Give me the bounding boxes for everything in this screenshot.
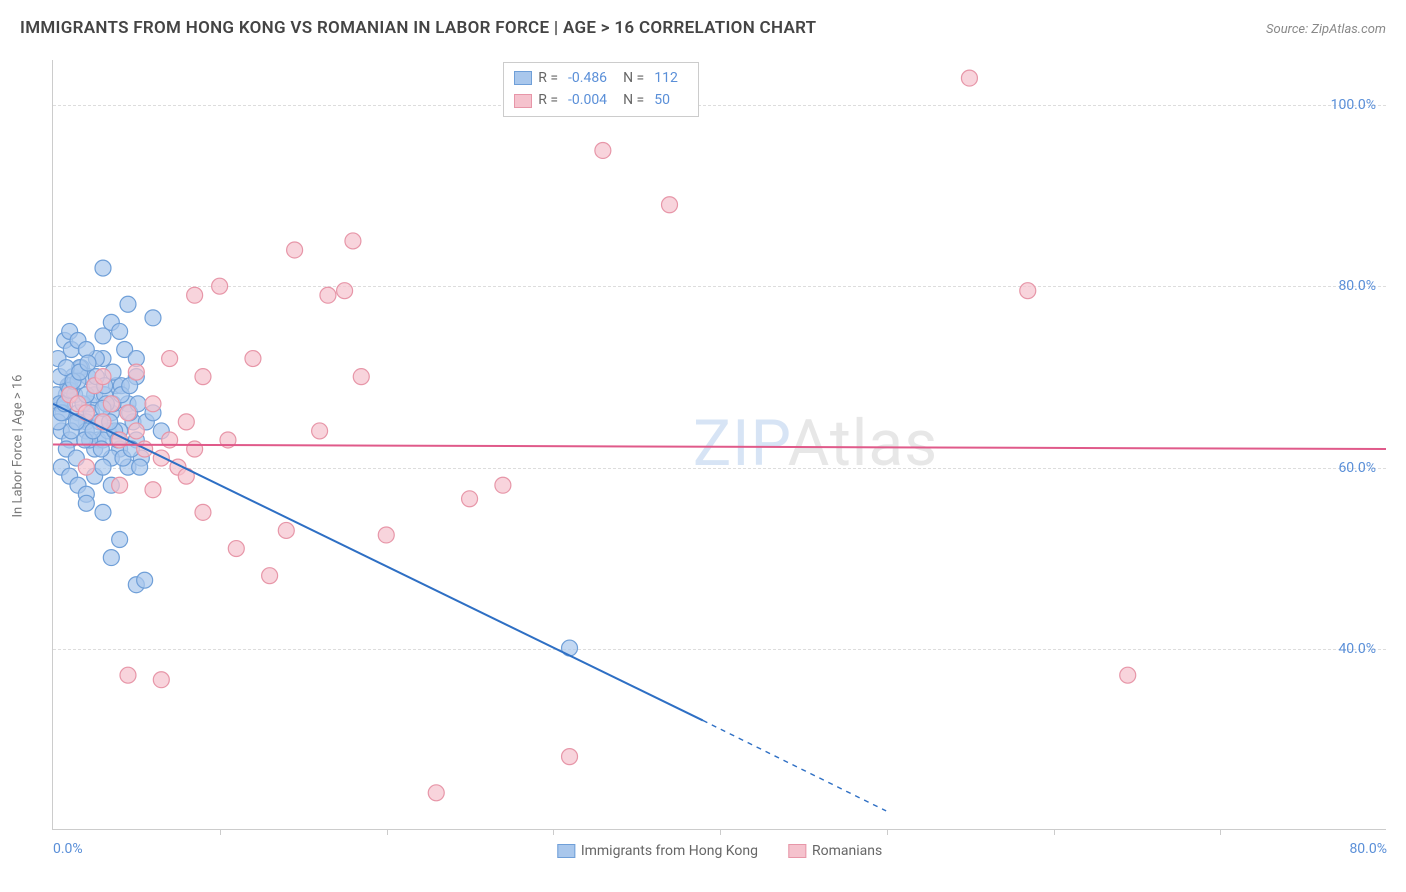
scatter-point [245, 351, 261, 367]
scatter-point [145, 396, 161, 412]
scatter-point [353, 369, 369, 385]
scatter-point [145, 310, 161, 326]
legend-label: Romanians [812, 843, 882, 859]
legend-label: Immigrants from Hong Kong [581, 843, 758, 859]
scatter-point [145, 482, 161, 498]
legend-swatch [557, 844, 575, 858]
scatter-point [112, 477, 128, 493]
scatter-point [187, 287, 203, 303]
scatter-point [95, 369, 111, 385]
scatter-point [662, 197, 678, 213]
x-tick-mark [553, 829, 554, 835]
legend-r-value: -0.004 [568, 89, 607, 111]
legend-n-label: N = [623, 67, 644, 89]
scatter-point [78, 495, 94, 511]
chart-title: IMMIGRANTS FROM HONG KONG VS ROMANIAN IN… [20, 18, 816, 38]
scatter-point [178, 414, 194, 430]
scatter-point [120, 667, 136, 683]
scatter-point [961, 70, 977, 86]
legend-correlation: R = -0.486 N = 112 R = -0.004 N = 50 [503, 62, 699, 117]
scatter-point [128, 423, 144, 439]
x-tick-label: 0.0% [53, 841, 83, 857]
scatter-point [78, 405, 94, 421]
legend-n-value: 50 [654, 89, 670, 111]
scatter-point [132, 459, 148, 475]
x-tick-mark [1220, 829, 1221, 835]
scatter-point [95, 504, 111, 520]
scatter-point [195, 504, 211, 520]
x-tick-mark [720, 829, 721, 835]
source-attribution: Source: ZipAtlas.com [1266, 22, 1386, 37]
plot-svg [53, 60, 1386, 829]
scatter-point [562, 749, 578, 765]
scatter-point [120, 405, 136, 421]
scatter-point [162, 351, 178, 367]
scatter-point [1120, 667, 1136, 683]
scatter-point [103, 396, 119, 412]
trend-line [53, 445, 1386, 450]
scatter-point [195, 369, 211, 385]
scatter-point [495, 477, 511, 493]
scatter-point [212, 278, 228, 294]
x-tick-mark [220, 829, 221, 835]
legend-item: Immigrants from Hong Kong [557, 843, 758, 859]
chart-container: IMMIGRANTS FROM HONG KONG VS ROMANIAN IN… [0, 0, 1406, 892]
scatter-point [120, 296, 136, 312]
y-axis-label: In Labor Force | Age > 16 [11, 375, 26, 518]
legend-r-label: R = [538, 89, 558, 111]
legend-row: R = -0.004 N = 50 [514, 89, 688, 111]
legend-swatch [514, 71, 532, 85]
scatter-point [462, 491, 478, 507]
scatter-point [312, 423, 328, 439]
scatter-point [103, 550, 119, 566]
scatter-point [595, 142, 611, 158]
scatter-point [112, 532, 128, 548]
legend-n-label: N = [623, 89, 644, 111]
scatter-point [1020, 283, 1036, 299]
legend-r-value: -0.486 [568, 67, 607, 89]
trend-line-extrapolated [703, 720, 886, 810]
scatter-point [153, 672, 169, 688]
scatter-point [93, 441, 109, 457]
scatter-point [228, 541, 244, 557]
scatter-point [128, 364, 144, 380]
scatter-point [345, 233, 361, 249]
plot-area: ZIPAtlas R =-0.486N =112R =-0.004N =50 I… [52, 60, 1386, 830]
x-tick-label: 80.0% [1349, 841, 1387, 857]
scatter-point [187, 441, 203, 457]
legend-n-value: 112 [654, 67, 678, 89]
scatter-point [262, 568, 278, 584]
legend-r-label: R = [538, 67, 558, 89]
x-tick-mark [1054, 829, 1055, 835]
scatter-point [95, 260, 111, 276]
scatter-point [287, 242, 303, 258]
scatter-point [428, 785, 444, 801]
scatter-point [95, 459, 111, 475]
scatter-point [153, 450, 169, 466]
x-tick-mark [387, 829, 388, 835]
scatter-point [337, 283, 353, 299]
scatter-point [278, 522, 294, 538]
legend-swatch [514, 94, 532, 108]
title-bar: IMMIGRANTS FROM HONG KONG VS ROMANIAN IN… [20, 18, 1386, 38]
scatter-point [320, 287, 336, 303]
legend-swatch [788, 844, 806, 858]
scatter-point [137, 572, 153, 588]
legend-row: R = -0.486 N = 112 [514, 67, 688, 89]
legend-item: Romanians [788, 843, 882, 859]
x-tick-mark [887, 829, 888, 835]
scatter-point [112, 323, 128, 339]
scatter-point [78, 459, 94, 475]
legend-series: Immigrants from Hong Kong Romanians [557, 843, 882, 859]
trend-line [53, 404, 703, 721]
scatter-point [378, 527, 394, 543]
